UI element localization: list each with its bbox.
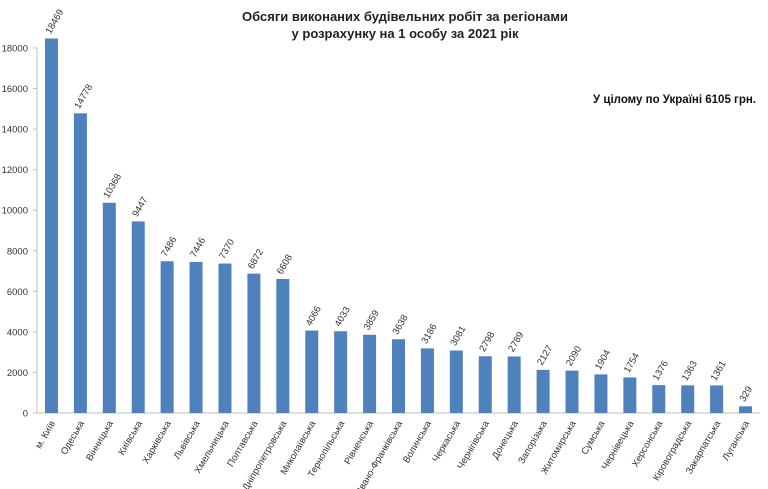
data-label: 1376 — [651, 359, 671, 383]
data-label: 9447 — [130, 195, 150, 219]
category-label: Харківська — [140, 418, 174, 465]
chart-title-line-1: Обсяги виконаних будівельних робіт за ре… — [242, 9, 568, 24]
y-tick-label: 14000 — [2, 125, 28, 136]
bar-1 — [44, 38, 58, 414]
y-tick-label: 4000 — [7, 327, 28, 338]
category-label: м. Київ — [33, 419, 58, 451]
bar-13 — [392, 339, 405, 413]
category-label: Луганська — [720, 418, 752, 462]
data-label: 4066 — [304, 304, 324, 328]
category-label: Львівська — [172, 418, 203, 461]
bar-2 — [73, 113, 87, 414]
data-label: 7486 — [159, 235, 179, 259]
ukraine-total-annotation: У цілому по Україні 6105 грн. — [593, 94, 756, 106]
bar-19 — [565, 370, 579, 413]
bar-23 — [681, 385, 695, 413]
bar-22 — [652, 385, 666, 413]
data-label: 18469 — [44, 8, 67, 36]
category-label: Волинська — [401, 418, 434, 465]
data-label: 10368 — [101, 172, 124, 200]
bars-group — [44, 38, 753, 414]
data-label: 2789 — [506, 330, 526, 354]
category-label: Запорізька — [516, 418, 550, 466]
bar-6 — [189, 262, 203, 413]
data-label: 3859 — [362, 308, 382, 332]
bar-25 — [739, 406, 753, 413]
y-tick-label: 0 — [23, 409, 28, 420]
data-label: 3081 — [448, 324, 468, 348]
y-tick-label: 16000 — [2, 84, 28, 95]
category-label: Черкаська — [430, 418, 463, 464]
bar-3 — [102, 202, 116, 413]
bar-14 — [420, 348, 434, 413]
data-label: 1904 — [593, 348, 613, 372]
category-label: Київська — [116, 418, 145, 457]
data-label: 2127 — [535, 344, 555, 368]
data-label: 6608 — [275, 253, 295, 277]
bar-12 — [363, 334, 377, 413]
data-label: 4033 — [333, 305, 353, 329]
category-label: Донецька — [490, 418, 521, 461]
y-tick-label: 8000 — [7, 246, 28, 257]
data-label: 2798 — [477, 330, 497, 354]
data-label: 3638 — [391, 313, 411, 337]
bar-20 — [594, 374, 608, 413]
data-label: 3186 — [419, 322, 439, 346]
data-label: 329 — [738, 385, 755, 404]
bar-8 — [247, 273, 261, 413]
y-tick-label: 12000 — [2, 165, 28, 176]
bar-5 — [160, 261, 174, 413]
y-tick-label: 18000 — [2, 44, 28, 55]
y-axis-ticks: 0 2000 4000 6000 8000 10000 12000 14000 16000 180… — [2, 44, 37, 420]
chart-title-line-2: у розрахунку на 1 особу за 2021 рік — [292, 26, 519, 41]
data-label: 1754 — [622, 351, 642, 375]
bar-9 — [276, 279, 290, 413]
y-tick-label: 10000 — [2, 206, 28, 217]
category-label: Сумська — [579, 418, 608, 456]
bar-4 — [131, 221, 145, 413]
bar-10 — [305, 330, 319, 413]
y-tick-label: 2000 — [7, 368, 28, 379]
data-label: 1361 — [709, 359, 729, 383]
data-label: 7446 — [188, 236, 208, 260]
bar-15 — [449, 350, 463, 413]
bar-18 — [536, 369, 550, 413]
bar-7 — [218, 263, 232, 413]
bar-11 — [334, 331, 348, 413]
bar-17 — [507, 356, 521, 413]
data-label: 2090 — [564, 344, 584, 368]
category-label: Вінницька — [84, 418, 116, 462]
data-label: 7370 — [217, 237, 237, 261]
data-label: 1363 — [680, 359, 700, 383]
bar-24 — [710, 385, 724, 413]
data-label: 6872 — [246, 247, 266, 271]
bar-21 — [623, 377, 637, 413]
data-label: 14778 — [72, 82, 95, 110]
y-tick-label: 6000 — [7, 287, 28, 298]
bar-16 — [478, 356, 492, 413]
category-label: Одеська — [59, 418, 88, 456]
